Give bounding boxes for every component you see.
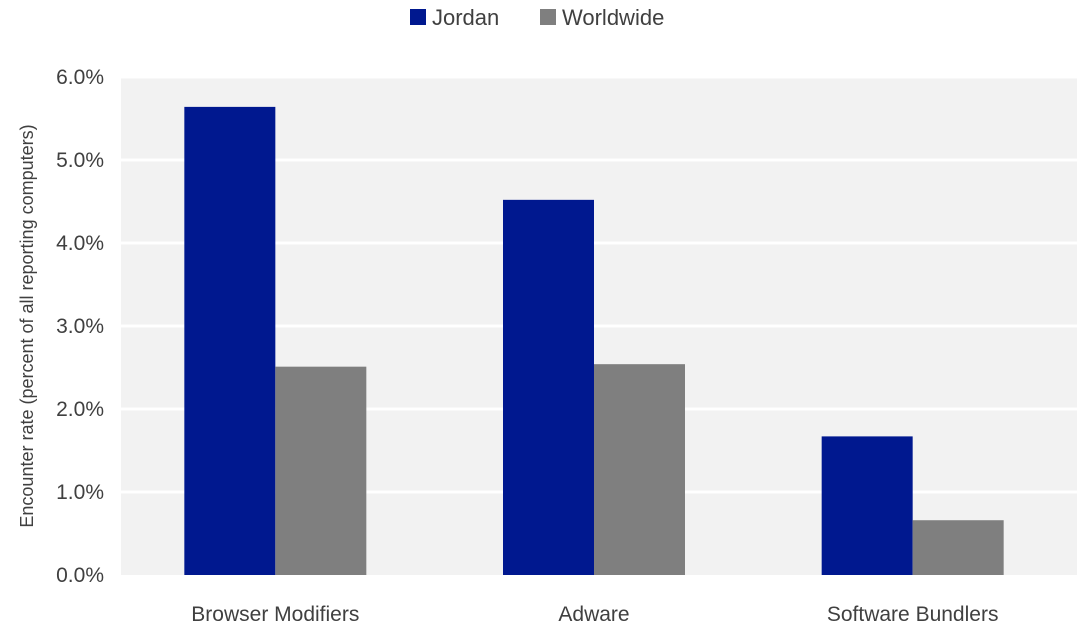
y-tick-label: 0.0% (56, 564, 104, 587)
y-tick-label: 5.0% (56, 149, 104, 172)
x-tick-label: Software Bundlers (827, 603, 999, 626)
y-tick-label: 1.0% (56, 481, 104, 504)
bar-jordan (184, 106, 276, 575)
bars (184, 106, 1004, 575)
legend-label-jordan: Jordan (432, 5, 499, 30)
x-axis-ticks: Browser Modifiers Adware Software Bundlers (191, 603, 998, 626)
bar-jordan (821, 436, 913, 575)
y-tick-label: 2.0% (56, 398, 104, 421)
bar-worldwide (912, 520, 1004, 575)
legend: Jordan Worldwide (410, 5, 664, 30)
legend-swatch-jordan (410, 9, 426, 25)
legend-swatch-worldwide (540, 9, 556, 25)
bar-worldwide (594, 364, 685, 575)
x-tick-label: Browser Modifiers (191, 603, 359, 626)
y-axis-title: Encounter rate (percent of all reporting… (17, 124, 37, 527)
y-tick-label: 4.0% (56, 232, 104, 255)
bar-worldwide (275, 366, 367, 575)
y-tick-label: 3.0% (56, 315, 104, 338)
y-axis-ticks: 0.0% 1.0% 2.0% 3.0% 4.0% 5.0% 6.0% (56, 66, 104, 587)
bar-jordan (503, 199, 594, 575)
legend-label-worldwide: Worldwide (562, 5, 664, 30)
y-tick-label: 6.0% (56, 66, 104, 89)
x-tick-label: Adware (558, 603, 629, 626)
